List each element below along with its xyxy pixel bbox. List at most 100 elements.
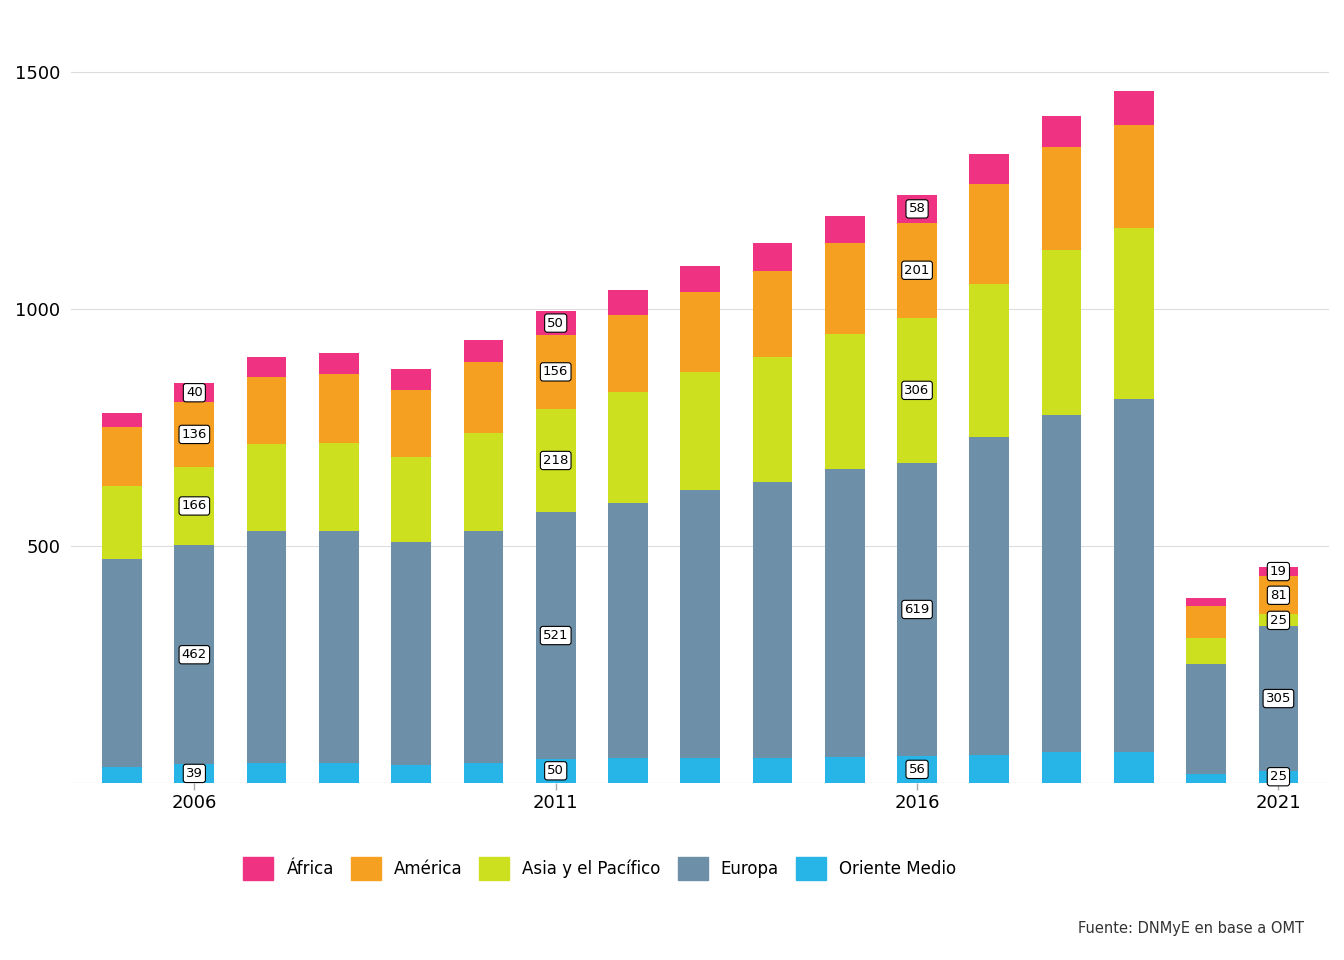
Bar: [680, 266, 720, 292]
Bar: [391, 542, 431, 765]
Text: 136: 136: [181, 428, 207, 441]
Bar: [102, 486, 142, 559]
Bar: [247, 763, 286, 782]
Bar: [175, 402, 214, 467]
Text: 25: 25: [1270, 770, 1288, 783]
Bar: [969, 437, 1009, 756]
Bar: [753, 271, 793, 357]
Text: 462: 462: [181, 648, 207, 661]
Text: 305: 305: [1266, 692, 1292, 705]
Bar: [969, 154, 1009, 183]
Bar: [175, 764, 214, 782]
Bar: [319, 763, 359, 782]
Bar: [391, 369, 431, 390]
Bar: [464, 434, 503, 531]
Bar: [391, 765, 431, 782]
Text: 39: 39: [185, 767, 203, 780]
Bar: [753, 482, 793, 758]
Bar: [825, 757, 864, 782]
Bar: [1114, 228, 1153, 399]
Bar: [680, 372, 720, 490]
Bar: [175, 545, 214, 764]
Bar: [536, 759, 575, 782]
Bar: [825, 468, 864, 757]
Bar: [753, 244, 793, 271]
Bar: [536, 409, 575, 512]
Bar: [102, 427, 142, 486]
Bar: [969, 756, 1009, 782]
Bar: [536, 335, 575, 409]
Bar: [102, 767, 142, 782]
Bar: [1042, 251, 1082, 415]
Text: 50: 50: [547, 317, 564, 329]
Bar: [680, 758, 720, 782]
Bar: [391, 457, 431, 542]
Bar: [1114, 91, 1153, 125]
Bar: [536, 512, 575, 759]
Bar: [1114, 125, 1153, 228]
Bar: [607, 290, 648, 315]
Bar: [391, 390, 431, 457]
Text: 25: 25: [1270, 613, 1288, 627]
Bar: [825, 217, 864, 243]
Bar: [1187, 598, 1226, 607]
Text: 50: 50: [547, 764, 564, 778]
Bar: [1042, 147, 1082, 251]
Bar: [680, 490, 720, 758]
Bar: [1258, 771, 1298, 782]
Bar: [1187, 607, 1226, 637]
Bar: [753, 758, 793, 782]
Bar: [898, 195, 937, 223]
Bar: [607, 758, 648, 782]
Bar: [1042, 115, 1082, 147]
Bar: [247, 377, 286, 444]
Text: 619: 619: [905, 603, 930, 616]
Bar: [607, 393, 648, 503]
Bar: [1258, 576, 1298, 614]
Text: 218: 218: [543, 454, 569, 467]
Bar: [1187, 637, 1226, 663]
Text: 306: 306: [905, 384, 930, 396]
Bar: [102, 413, 142, 427]
Bar: [319, 373, 359, 444]
Bar: [464, 763, 503, 782]
Bar: [1258, 567, 1298, 576]
Bar: [464, 531, 503, 763]
Bar: [1187, 774, 1226, 782]
Bar: [1042, 753, 1082, 782]
Text: 58: 58: [909, 203, 926, 215]
Bar: [969, 284, 1009, 437]
Text: 201: 201: [905, 264, 930, 276]
Text: 81: 81: [1270, 588, 1286, 602]
Bar: [1187, 663, 1226, 774]
Bar: [898, 463, 937, 756]
Bar: [825, 243, 864, 334]
Bar: [536, 311, 575, 335]
Text: 166: 166: [181, 499, 207, 513]
Bar: [247, 357, 286, 377]
Bar: [1258, 614, 1298, 626]
Bar: [1258, 626, 1298, 771]
Bar: [319, 353, 359, 373]
Bar: [319, 444, 359, 531]
Bar: [1042, 415, 1082, 753]
Bar: [1114, 752, 1153, 782]
Bar: [607, 315, 648, 393]
Bar: [753, 357, 793, 482]
Bar: [1114, 399, 1153, 752]
Bar: [969, 183, 1009, 284]
Bar: [247, 531, 286, 763]
Bar: [607, 503, 648, 758]
Bar: [898, 223, 937, 318]
Text: Fuente: DNMyE en base a OMT: Fuente: DNMyE en base a OMT: [1078, 921, 1304, 936]
Bar: [319, 531, 359, 763]
Bar: [680, 292, 720, 372]
Text: 156: 156: [543, 366, 569, 378]
Bar: [464, 340, 503, 363]
Text: 521: 521: [543, 629, 569, 642]
Bar: [898, 318, 937, 463]
Bar: [464, 363, 503, 434]
Text: 40: 40: [185, 386, 203, 399]
Text: 56: 56: [909, 763, 926, 776]
Text: 19: 19: [1270, 565, 1286, 578]
